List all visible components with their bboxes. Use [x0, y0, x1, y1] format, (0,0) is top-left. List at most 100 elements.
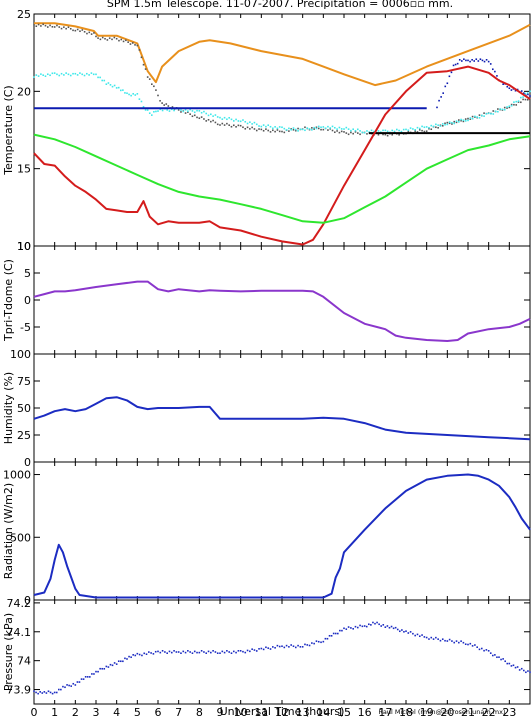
data-point [416, 126, 419, 129]
data-point [210, 120, 212, 123]
data-point [78, 681, 81, 683]
data-point [487, 112, 490, 115]
data-point [471, 645, 474, 647]
data-point [285, 129, 288, 131]
data-point [467, 59, 469, 62]
series-cyan-points [33, 72, 531, 134]
data-point [182, 650, 185, 653]
data-point [480, 114, 483, 117]
data-point [58, 688, 60, 691]
data-point [345, 628, 348, 630]
data-point [216, 652, 219, 654]
data-point [92, 73, 95, 76]
data-point [51, 26, 54, 28]
data-point [485, 59, 488, 61]
data-point [143, 652, 146, 655]
data-point [471, 117, 474, 120]
data-point [212, 650, 214, 652]
y-axis-label: Temperature (C) [2, 85, 15, 175]
data-point [134, 94, 137, 96]
data-point [523, 669, 525, 672]
x-tick-label: 7 [175, 706, 182, 719]
data-point [136, 93, 139, 95]
data-point [141, 654, 143, 657]
data-point [329, 127, 332, 129]
data-point [467, 643, 469, 646]
data-point [514, 666, 517, 669]
data-point [324, 637, 327, 640]
data-point [304, 643, 306, 646]
data-point [281, 130, 283, 133]
data-point [189, 113, 191, 115]
data-point [400, 130, 403, 133]
data-point [258, 648, 260, 650]
x-tick-label: 22 [482, 706, 496, 719]
data-point [67, 73, 70, 76]
data-point [249, 128, 251, 130]
data-point [444, 122, 446, 125]
data-point [297, 644, 299, 647]
y-tick-label: 75 [17, 375, 31, 388]
data-point [338, 131, 341, 134]
data-point [269, 125, 272, 128]
data-point [80, 678, 83, 680]
data-point [451, 121, 453, 124]
data-point [138, 653, 141, 656]
data-point [221, 122, 224, 125]
data-point [392, 627, 395, 630]
data-point [497, 108, 499, 110]
series-green-line [33, 133, 531, 224]
data-point [144, 68, 147, 70]
data-point [167, 105, 170, 107]
y-tick-label: 0 [24, 594, 31, 607]
data-point [189, 108, 191, 111]
data-point [409, 127, 412, 129]
data-point [97, 670, 99, 673]
y-tick-label: 73.9 [7, 684, 32, 697]
data-point [214, 651, 217, 653]
data-point [330, 635, 333, 637]
data-point [481, 59, 484, 62]
data-point [97, 37, 99, 39]
data-point [62, 685, 64, 688]
data-point [354, 131, 357, 133]
data-point [46, 73, 49, 76]
data-point [514, 89, 517, 92]
data-point [463, 58, 465, 60]
data-point [140, 56, 143, 59]
data-point [496, 656, 498, 659]
data-point [267, 129, 270, 132]
data-point [430, 124, 433, 127]
y-tick-label: 10 [17, 240, 31, 253]
data-point [237, 120, 240, 122]
data-point [494, 654, 496, 656]
data-point [356, 626, 359, 629]
data-point [448, 121, 451, 123]
data-point [340, 128, 343, 130]
data-point [182, 110, 185, 113]
data-point [44, 75, 47, 78]
data-point [496, 75, 498, 77]
data-point [97, 76, 99, 79]
data-point [74, 684, 77, 686]
data-point [520, 96, 522, 99]
data-point [409, 631, 412, 633]
data-point [189, 651, 191, 653]
data-point [109, 84, 112, 86]
data-point [237, 650, 240, 652]
data-point [79, 72, 81, 74]
data-point [223, 116, 226, 119]
data-point [64, 686, 66, 689]
data-point [205, 652, 208, 654]
data-point [120, 89, 122, 92]
data-point [276, 644, 279, 647]
data-point [487, 650, 490, 652]
data-point [391, 133, 394, 136]
x-tick-label: 0 [31, 706, 38, 719]
data-point [294, 128, 297, 131]
data-point [313, 128, 315, 130]
data-point [382, 129, 384, 132]
data-point [281, 126, 283, 129]
y-axis-label: Radiation (W/m2) [2, 483, 15, 579]
data-point [403, 631, 405, 633]
